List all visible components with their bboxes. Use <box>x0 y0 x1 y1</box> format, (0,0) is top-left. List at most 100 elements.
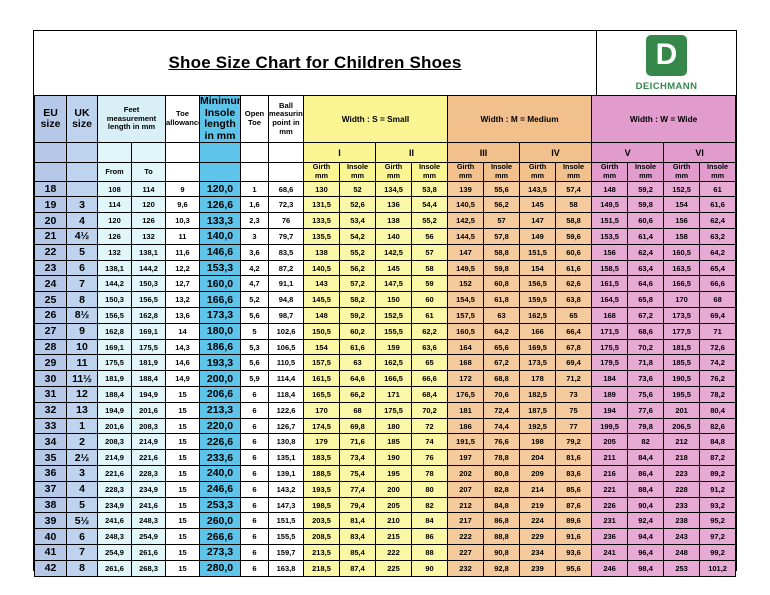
sheet-frame: Shoe Size Chart for Children Shoes D DEI… <box>33 30 737 577</box>
s1_girth-cell: 130 <box>303 180 340 198</box>
m3_girth-cell: 202 <box>447 465 485 482</box>
open_toe-cell: 1,6 <box>240 196 269 214</box>
ball_point_mm-cell: 135,1 <box>268 449 304 467</box>
w5_insole-cell: 98,4 <box>627 559 665 577</box>
ball_point_mm-cell: 151,5 <box>268 512 304 530</box>
w6_girth-cell: 152,5 <box>663 180 701 198</box>
w5_girth-cell: 171,5 <box>591 322 629 340</box>
s1_insole-cell: 59,2 <box>339 307 376 324</box>
ball_point_mm-cell: 91,1 <box>268 275 304 293</box>
eu_size-cell: 23 <box>34 259 67 277</box>
from_mm-cell: 132 <box>97 243 132 261</box>
m4_girth-cell: 145 <box>519 196 557 214</box>
s2_girth-cell: 138 <box>375 212 412 230</box>
m3_girth-cell: 157,5 <box>447 307 485 324</box>
m3_girth-cell: 186 <box>447 417 485 435</box>
s2_girth-cell: 210 <box>375 512 412 530</box>
m3_insole-cell: 55,6 <box>483 180 521 198</box>
m4_girth-cell: 154 <box>519 259 557 277</box>
m4_girth-cell: 173,5 <box>519 354 557 372</box>
s2_insole-cell: 63,6 <box>410 338 449 356</box>
s1_girth-cell: 208,5 <box>303 528 340 546</box>
min_insole_mm-cell: 160,0 <box>199 275 241 293</box>
from_mm-cell: 169,1 <box>97 338 132 356</box>
w5_insole-cell: 65,8 <box>627 291 665 309</box>
s1_insole-cell: 71,6 <box>339 433 376 451</box>
m3_insole-cell: 74,4 <box>483 417 521 435</box>
col-header-insole: Insole mm <box>555 162 593 182</box>
w5_insole-cell: 94,4 <box>627 528 665 546</box>
s2_girth-cell: 147,5 <box>375 275 412 293</box>
w6_girth-cell: 166,5 <box>663 275 701 293</box>
from_mm-cell: 214,9 <box>97 449 132 467</box>
m4_insole-cell: 60,6 <box>555 243 593 261</box>
open_toe-cell: 5,6 <box>240 354 269 372</box>
w5_girth-cell: 153,5 <box>591 228 629 245</box>
m3_insole-cell: 58,8 <box>483 243 521 261</box>
s2_insole-cell: 56 <box>410 228 449 245</box>
toe_allowance-cell: 14,6 <box>165 354 200 372</box>
s1_insole-cell: 87,4 <box>339 559 376 577</box>
ball_point_mm-cell: 68,6 <box>268 180 304 198</box>
m3_girth-cell: 227 <box>447 544 485 561</box>
eu_size-cell: 18 <box>34 180 67 198</box>
w5_insole-cell: 90,4 <box>627 496 665 514</box>
s1_girth-cell: 131,5 <box>303 196 340 214</box>
table-row: 27 9 162,8 169,1 14 180,0 5 102,6 150,5 60,2 155,5… <box>34 322 737 340</box>
w6_insole-cell: 87,2 <box>699 449 737 467</box>
open_toe-cell: 6 <box>240 528 269 546</box>
w6_girth-cell: 170 <box>663 291 701 309</box>
toe_allowance-cell: 9 <box>165 180 200 198</box>
table-row: 31 12 188,4 194,9 15 206,6 6 118,4 165,5 66,2 171 6… <box>34 386 737 403</box>
m4_girth-cell: 162,5 <box>519 307 557 324</box>
open_toe-cell: 6 <box>240 544 269 561</box>
m3_girth-cell: 181 <box>447 401 485 419</box>
m4_girth-cell: 198 <box>519 433 557 451</box>
s2_insole-cell: 53,8 <box>410 180 449 198</box>
ball_point_mm-cell: 110,5 <box>268 354 304 372</box>
w5_insole-cell: 64,6 <box>627 275 665 293</box>
spacer-cell <box>165 142 200 164</box>
s2_girth-cell: 195 <box>375 465 412 482</box>
min_insole_mm-cell: 126,6 <box>199 196 241 214</box>
uk_size-cell: 8½ <box>66 307 98 324</box>
m4_insole-cell: 93,6 <box>555 544 593 561</box>
subgroup-header-1: I <box>303 142 376 164</box>
m4_girth-cell: 209 <box>519 465 557 482</box>
s1_girth-cell: 138 <box>303 243 340 261</box>
eu_size-cell: 28 <box>34 338 67 356</box>
w5_girth-cell: 189 <box>591 386 629 403</box>
uk_size-cell: 2½ <box>66 449 98 467</box>
w5_insole-cell: 96,4 <box>627 544 665 561</box>
w5_insole-cell: 75,6 <box>627 386 665 403</box>
to_mm-cell: 114 <box>131 180 166 198</box>
s1_insole-cell: 64,6 <box>339 370 376 388</box>
col-header-insole: Insole mm <box>483 162 521 182</box>
m3_insole-cell: 57 <box>483 212 521 230</box>
w6_girth-cell: 158 <box>663 228 701 245</box>
uk_size-cell: 4 <box>66 480 98 498</box>
uk_size-cell: 4 <box>66 212 98 230</box>
m3_insole-cell: 92,8 <box>483 559 521 577</box>
uk_size-cell: 7 <box>66 544 98 561</box>
uk_size-cell: 1 <box>66 417 98 435</box>
deichmann-logo-icon: D <box>646 34 687 76</box>
w6_girth-cell: 248 <box>663 544 701 561</box>
from_mm-cell: 144,2 <box>97 275 132 293</box>
from_mm-cell: 188,4 <box>97 386 132 403</box>
w6_girth-cell: 190,5 <box>663 370 701 388</box>
from_mm-cell: 162,8 <box>97 322 132 340</box>
s1_insole-cell: 73,4 <box>339 449 376 467</box>
w6_girth-cell: 253 <box>663 559 701 577</box>
col-header-feet-measurement: Feet measurement length in mm <box>97 94 166 144</box>
brand-logo-area: D DEICHMANN <box>596 31 736 95</box>
w6_insole-cell: 93,2 <box>699 496 737 514</box>
s2_insole-cell: 61 <box>410 307 449 324</box>
open_toe-cell: 6 <box>240 417 269 435</box>
min_insole_mm-cell: 206,6 <box>199 386 241 403</box>
ball_point_mm-cell: 94,8 <box>268 291 304 309</box>
col-header-to: To <box>131 162 166 182</box>
table-row: 40 6 248,3 254,9 15 266,6 6 155,5 208,5 83,4 215 86… <box>34 528 737 546</box>
m3_girth-cell: 217 <box>447 512 485 530</box>
open_toe-cell: 6 <box>240 433 269 451</box>
